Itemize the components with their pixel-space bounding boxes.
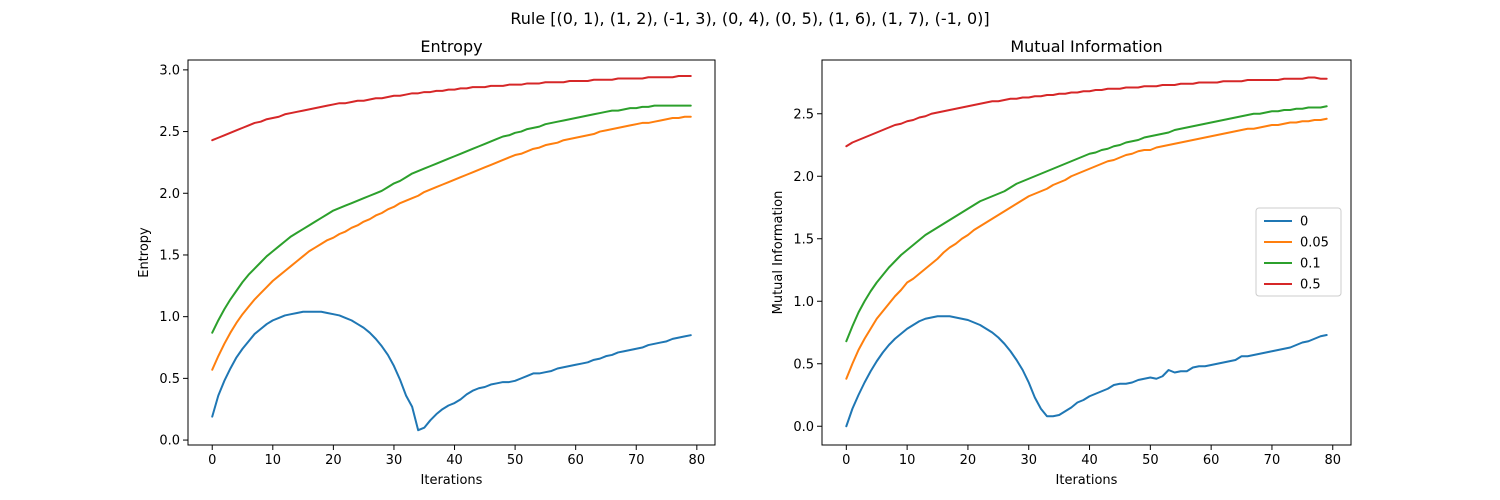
mutual-information-series-line-0.05 [845, 117, 1328, 380]
entropy-series-group [211, 75, 692, 432]
entropy-y-axis-label: Entropy [137, 227, 152, 278]
mutual-information-series-line-0.5 [845, 76, 1328, 148]
mutual-information-y-axis-label: Mutual Information [771, 191, 786, 315]
mutual-information-title: Mutual Information [1010, 37, 1162, 56]
mutual-information-legend-label-0.5: 0.5 [1300, 278, 1321, 293]
entropy-y-tick-label: 3.0 [159, 63, 180, 78]
entropy-series-line-0 [211, 310, 692, 432]
mutual-information-legend-label-0: 0 [1300, 215, 1308, 230]
entropy-x-tick-label: 80 [689, 453, 706, 468]
mutual-information-x-tick-label: 10 [899, 453, 916, 468]
entropy-y-tick-label: 1.0 [159, 310, 180, 325]
entropy-x-axis-label: Iterations [421, 473, 483, 488]
mutual-information-x-tick-label: 70 [1264, 453, 1281, 468]
mutual-information-legend: 0 0.05 0.1 0.5 [1255, 207, 1342, 297]
mutual-information-x-tick-label: 20 [960, 453, 977, 468]
entropy-x-tick-label: 30 [386, 453, 403, 468]
entropy-series-line-0.1 [211, 104, 692, 334]
entropy-y-tick-label: 0.0 [159, 434, 180, 449]
mutual-information-y-tick-label: 2.0 [793, 170, 814, 185]
mutual-information-x-tick-label: 50 [1142, 453, 1159, 468]
entropy-y-tick-label: 2.0 [159, 187, 180, 202]
entropy-x-tick-label: 60 [567, 453, 584, 468]
entropy-series-line-0.5 [211, 75, 692, 142]
mutual-information-x-tick-label: 80 [1324, 453, 1341, 468]
mutual-information-y-tick-label: 2.5 [793, 107, 814, 122]
entropy-x-tick-label: 40 [446, 453, 463, 468]
mutual-information-y-tick-label: 0.5 [793, 357, 814, 372]
entropy-series-line-0.05 [211, 115, 692, 371]
entropy-y-tick-label: 1.5 [159, 248, 180, 263]
mutual-information-y-tick-label: 1.0 [793, 295, 814, 310]
mutual-information-y-tick-label: 0.0 [793, 420, 814, 435]
entropy-x-tick-label: 50 [507, 453, 524, 468]
entropy-y-tick-label: 0.5 [159, 372, 180, 387]
mutual-information-series-group [845, 76, 1328, 428]
mutual-information-x-tick-label: 30 [1020, 453, 1037, 468]
mutual-information-axes-frame [821, 59, 1352, 446]
entropy-axes-frame [187, 59, 716, 446]
mutual-information-x-tick-label: 60 [1203, 453, 1220, 468]
figure-suptitle: Rule [(0, 1), (1, 2), (-1, 3), (0, 4), (… [510, 9, 989, 28]
mutual-information-y-tick-label: 1.5 [793, 232, 814, 247]
entropy-title: Entropy [420, 37, 482, 56]
entropy-x-tick-label: 20 [325, 453, 342, 468]
mutual-information-x-tick-label: 40 [1081, 453, 1098, 468]
mutual-information-plot: Mutual Information 0 10 20 30 40 50 60 70 80 0.0 0.… [771, 37, 1352, 488]
mutual-information-x-tick-label: 0 [842, 453, 850, 468]
entropy-x-tick-label: 70 [628, 453, 645, 468]
entropy-x-tick-label: 0 [208, 453, 216, 468]
mutual-information-legend-label-0.1: 0.1 [1300, 257, 1321, 272]
mutual-information-series-line-0.1 [845, 105, 1328, 343]
entropy-plot: Entropy 0 10 20 30 40 50 60 70 80 0.0 0.5 1.0 1.5 2.0 2… [137, 37, 716, 488]
mutual-information-legend-label-0.05: 0.05 [1300, 236, 1329, 251]
mutual-information-legend-box [1255, 207, 1342, 297]
mutual-information-series-line-0 [845, 315, 1328, 428]
entropy-x-tick-label: 10 [265, 453, 282, 468]
entropy-y-tick-label: 2.5 [159, 125, 180, 140]
mutual-information-x-axis-label: Iterations [1056, 473, 1118, 488]
